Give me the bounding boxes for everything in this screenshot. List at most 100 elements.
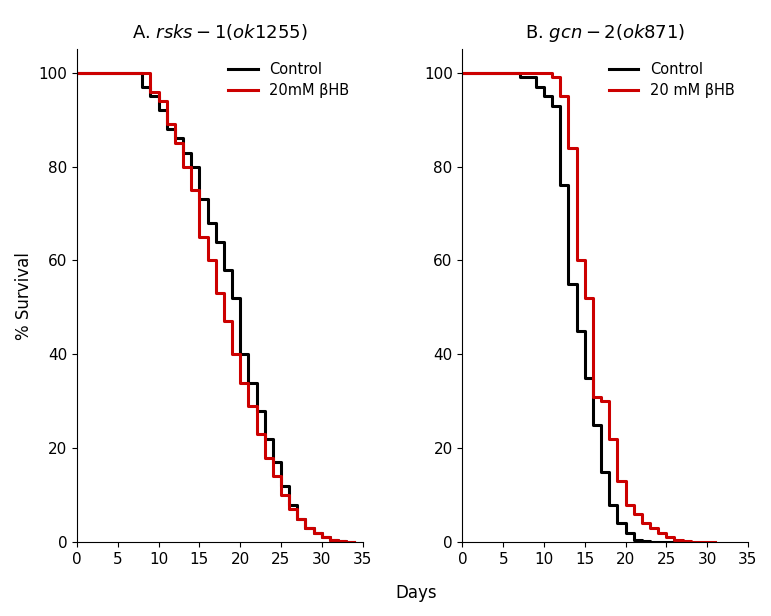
Control [604, 468, 614, 476]
Control [588, 421, 598, 429]
Title: A. $\it{rsks-1(ok1255)}$: A. $\it{rsks-1(ok1255)}$ [132, 22, 308, 42]
Control [564, 182, 573, 189]
Control [629, 536, 638, 543]
20 mM βHB [547, 74, 557, 81]
Control [211, 238, 221, 245]
20 mM βHB [645, 524, 655, 532]
20mM βHB [268, 454, 278, 461]
Line: 20 mM βHB: 20 mM βHB [463, 73, 715, 542]
Line: Control: Control [463, 73, 675, 542]
Control [556, 182, 565, 189]
Control [515, 74, 524, 81]
20 mM βHB [702, 538, 712, 546]
Control [662, 538, 671, 546]
Control [670, 538, 679, 546]
20 mM βHB [654, 524, 663, 532]
Title: B. $\it{gcn-2(ok871)}$: B. $\it{gcn-2(ok871)}$ [525, 22, 685, 44]
20 mM βHB [564, 144, 573, 152]
Control [613, 520, 622, 527]
Text: Days: Days [396, 583, 437, 601]
20 mM βHB [645, 520, 655, 527]
20 mM βHB [629, 501, 638, 508]
Control [621, 529, 630, 537]
Control [645, 538, 655, 546]
Control [342, 538, 351, 546]
20 mM βHB [702, 538, 712, 546]
20 mM βHB [695, 538, 704, 546]
Control [621, 520, 630, 527]
20 mM βHB [556, 92, 565, 100]
Control [170, 126, 180, 133]
Control [515, 69, 524, 76]
Control [547, 102, 557, 109]
20 mM βHB [662, 533, 671, 541]
20 mM βHB [621, 477, 630, 485]
20 mM βHB [662, 529, 671, 537]
Control [580, 327, 589, 334]
20mM βHB [333, 536, 342, 543]
20mM βHB [350, 538, 359, 546]
20 mM βHB [613, 477, 622, 485]
20 mM βHB [711, 538, 720, 546]
20 mM βHB [629, 510, 638, 517]
20 mM βHB [604, 435, 614, 442]
Line: Control: Control [77, 73, 355, 542]
Control [654, 538, 663, 546]
Control [72, 69, 82, 76]
20 mM βHB [572, 257, 581, 264]
20mM βHB [72, 69, 82, 76]
20 mM βHB [580, 257, 589, 264]
20 mM βHB [556, 74, 565, 81]
Control [654, 538, 663, 546]
Control [260, 435, 269, 442]
20 mM βHB [637, 510, 646, 517]
Control [564, 280, 573, 288]
20 mM βHB [678, 536, 687, 543]
20 mM βHB [678, 537, 687, 545]
Control [597, 468, 606, 476]
20 mM βHB [621, 501, 630, 508]
Line: 20mM βHB: 20mM βHB [77, 73, 355, 542]
20 mM βHB [695, 538, 704, 545]
20mM βHB [154, 97, 163, 105]
Control [350, 538, 359, 546]
Control [597, 421, 606, 429]
Control [670, 538, 679, 546]
20 mM βHB [597, 393, 606, 400]
Control [604, 501, 614, 508]
20 mM βHB [613, 435, 622, 442]
20 mM βHB [686, 537, 695, 545]
20 mM βHB [588, 294, 598, 302]
20 mM βHB [580, 294, 589, 302]
Control [540, 83, 549, 91]
20 mM βHB [458, 69, 467, 76]
20 mM βHB [670, 536, 679, 543]
20 mM βHB [637, 520, 646, 527]
20mM βHB [276, 472, 285, 480]
20 mM βHB [686, 538, 695, 545]
Control [547, 92, 557, 100]
Control [556, 102, 565, 109]
Control [276, 482, 285, 490]
Control [252, 379, 261, 386]
Control [531, 83, 540, 91]
Control [588, 374, 598, 381]
Control [645, 537, 655, 545]
Control [629, 529, 638, 537]
20 mM βHB [670, 533, 679, 541]
20 mM βHB [547, 69, 557, 76]
Control [458, 69, 467, 76]
20 mM βHB [564, 92, 573, 100]
Control [637, 536, 646, 543]
20mM βHB [211, 290, 221, 297]
Control [572, 280, 581, 288]
20 mM βHB [604, 397, 614, 405]
Control [531, 74, 540, 81]
Control [662, 538, 671, 546]
20 mM βHB [654, 529, 663, 537]
Control [572, 327, 581, 334]
Control [580, 374, 589, 381]
Legend: Control, 20mM βHB: Control, 20mM βHB [223, 57, 355, 104]
20 mM βHB [597, 397, 606, 405]
Control [613, 501, 622, 508]
